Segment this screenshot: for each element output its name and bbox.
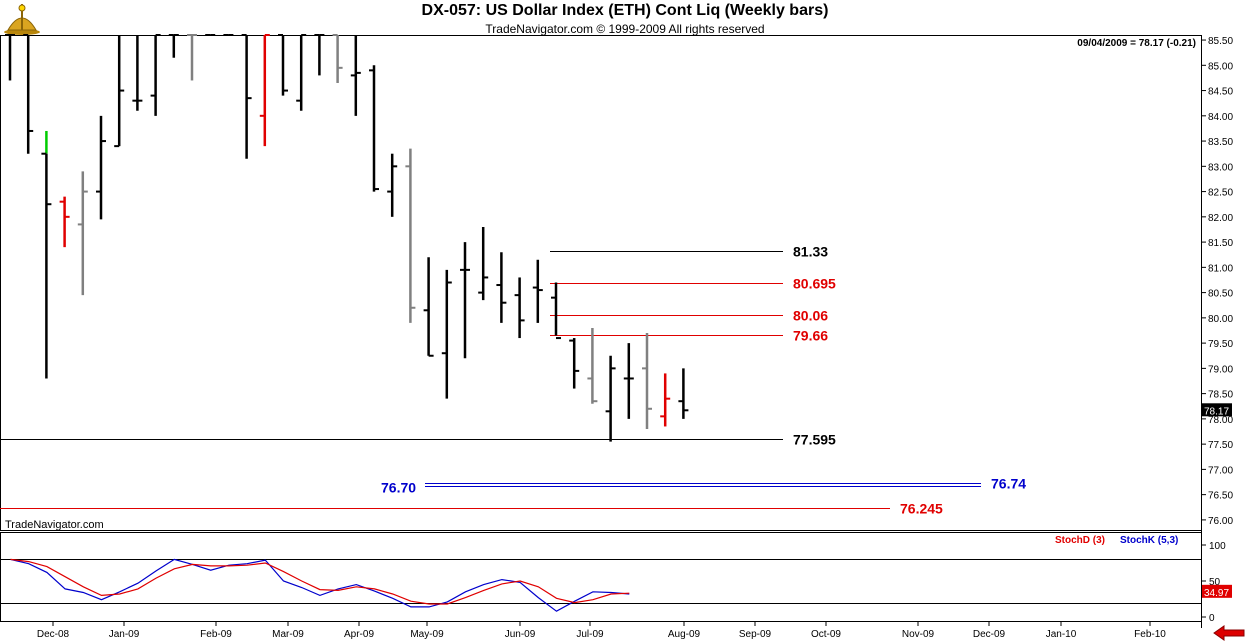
last-price-label: 78.17: [1204, 406, 1229, 417]
stoch-legend-label: StochD (3): [1055, 535, 1105, 546]
x-tick-label: Jan-10: [1046, 629, 1077, 640]
y-tick-label: 81.00: [1208, 263, 1233, 274]
x-tick-label: Sep-09: [739, 629, 772, 640]
stoch-tick-label: 0: [1209, 613, 1215, 624]
ohlc-bar: [405, 148, 416, 323]
level-label: 77.595: [793, 432, 836, 448]
ohlc-bar: [350, 35, 361, 116]
ohlc-bar: [278, 34, 288, 96]
x-tick-label: Dec-09: [973, 629, 1006, 640]
ohlc-bar: [5, 34, 15, 81]
level-label: 76.70: [381, 480, 416, 496]
stoch-last-value-label: 34.97: [1204, 588, 1229, 599]
ohlc-bar: [77, 171, 88, 296]
y-tick-label: 83.50: [1208, 137, 1233, 148]
x-tick-label: Feb-09: [200, 629, 232, 640]
y-tick-label: 78.50: [1208, 390, 1233, 401]
x-tick-label: Nov-09: [902, 629, 935, 640]
y-tick-label: 84.00: [1208, 112, 1233, 123]
ohlc-bar: [168, 34, 179, 58]
ohlc-bar: [259, 34, 270, 147]
y-tick-label: 81.50: [1208, 238, 1233, 249]
scroll-left-arrow-icon[interactable]: [1212, 625, 1246, 641]
ohlc-bar: [296, 34, 307, 111]
y-tick-label: 83.00: [1208, 162, 1233, 173]
y-tick-label: 76.50: [1208, 491, 1233, 502]
stoch-legend-label: StochK (5,3): [1120, 535, 1178, 546]
ohlc-bar: [369, 65, 379, 192]
y-tick-label: 77.00: [1208, 465, 1233, 476]
ohlc-bar: [41, 130, 52, 379]
level-label: 76.74: [991, 476, 1026, 492]
ohlc-bar: [678, 368, 689, 419]
x-tick-label: Apr-09: [344, 629, 374, 640]
ohlc-bar: [150, 34, 161, 116]
y-tick-label: 79.50: [1208, 339, 1233, 350]
y-tick-label: 79.00: [1208, 364, 1233, 375]
ohlc-bar: [660, 373, 671, 427]
ohlc-bar: [441, 269, 452, 399]
watermark-text: TradeNavigator.com: [5, 519, 104, 531]
ohlc-bar: [514, 277, 525, 339]
ohlc-bar: [132, 35, 143, 111]
ohlc-bar: [605, 355, 616, 442]
ohlc-bar: [551, 282, 561, 340]
ohlc-bar: [241, 34, 252, 159]
ohlc-bar: [569, 338, 580, 389]
level-label: 81.33: [793, 244, 828, 260]
y-tick-label: 78.00: [1208, 415, 1233, 426]
ohlc-bar: [59, 196, 70, 248]
ohlc-bar: [387, 153, 398, 217]
ohlc-bar: [587, 327, 598, 404]
y-tick-label: 77.50: [1208, 440, 1233, 451]
ohlc-bar: [496, 252, 507, 323]
ohlc-bar: [460, 242, 470, 359]
last-quote-text: 09/04/2009 = 78.17 (-0.21): [1077, 38, 1196, 49]
x-tick-label: Mar-09: [272, 629, 304, 640]
x-tick-label: Jun-09: [505, 629, 536, 640]
stoch-tick-label: 100: [1209, 541, 1226, 552]
ohlc-bar: [23, 34, 34, 154]
ohlc-bar: [642, 333, 652, 429]
ohlc-bar: [187, 34, 197, 81]
level-label: 80.695: [793, 276, 836, 292]
ohlc-bar: [114, 35, 125, 148]
ohlc-bar: [96, 115, 106, 220]
y-tick-label: 84.50: [1208, 87, 1233, 98]
stoch-last-value-box: [1202, 584, 1232, 598]
ohlc-bar: [623, 343, 634, 419]
y-tick-label: 80.50: [1208, 289, 1233, 300]
last-price-box: [1202, 403, 1232, 417]
x-tick-label: Dec-08: [37, 629, 70, 640]
y-tick-label: 82.00: [1208, 213, 1233, 224]
ohlc-bar: [423, 257, 434, 357]
y-tick-label: 80.00: [1208, 314, 1233, 325]
chart-subtitle: TradeNavigator.com © 1999-2009 All right…: [485, 22, 765, 36]
x-tick-label: Feb-10: [1134, 629, 1166, 640]
tradenavigator-logo-icon: [4, 4, 40, 35]
ohlc-bar: [532, 259, 543, 323]
ohlc-bar: [332, 34, 343, 83]
stoch-panel-frame: [0, 532, 1202, 622]
x-tick-label: May-09: [410, 629, 444, 640]
x-tick-label: Oct-09: [811, 629, 841, 640]
y-tick-label: 82.50: [1208, 188, 1233, 199]
x-tick-label: Aug-09: [668, 629, 701, 640]
ohlc-bar: [478, 226, 489, 301]
chart-title: DX-057: US Dollar Index (ETH) Cont Liq (…: [421, 2, 829, 19]
x-tick-label: Jul-09: [576, 629, 604, 640]
level-label: 79.66: [793, 328, 828, 344]
y-tick-label: 85.00: [1208, 61, 1233, 72]
y-tick-label: 76.00: [1208, 516, 1233, 527]
level-label: 76.245: [900, 501, 943, 517]
level-label: 80.06: [793, 308, 828, 324]
x-tick-label: Jan-09: [109, 629, 140, 640]
ohlc-bar: [314, 34, 325, 76]
stochd-line: [10, 558, 630, 605]
stoch-tick-label: 50: [1209, 577, 1221, 588]
y-tick-label: 85.50: [1208, 36, 1233, 47]
